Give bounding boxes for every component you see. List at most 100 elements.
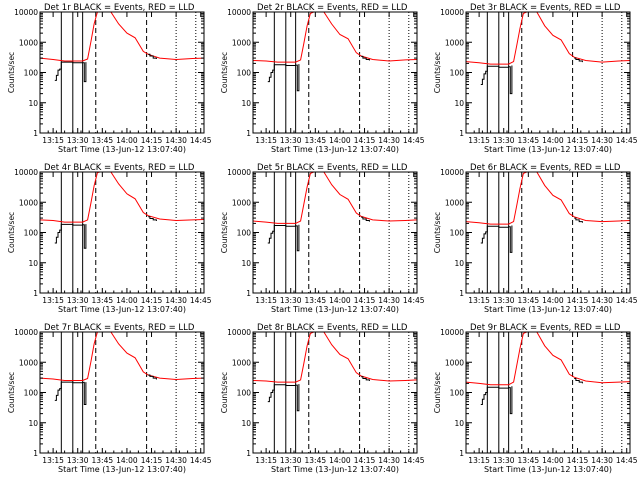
x-tick-label: 13:15	[255, 456, 277, 465]
x-tick-label: 13:45	[305, 136, 327, 145]
x-tick-label: 14:45	[403, 456, 425, 465]
x-tick-label: 13:45	[518, 456, 540, 465]
y-tick-label: 1	[33, 449, 38, 458]
x-tick-label: 14:45	[616, 296, 638, 305]
y-tick-label: 10	[454, 99, 464, 108]
x-tick-label: 14:30	[591, 456, 613, 465]
x-tick-label: 14:00	[116, 136, 138, 145]
x-tick-label: 13:30	[67, 456, 89, 465]
lld-series-line	[253, 12, 417, 63]
y-tick-label: 1000	[232, 358, 251, 367]
x-tick-label: 14:30	[378, 296, 400, 305]
plot-frame	[39, 11, 205, 134]
events-series-line	[54, 216, 157, 249]
y-axis-label: Counts/sec	[7, 212, 16, 253]
y-tick-label: 1	[459, 449, 464, 458]
lld-series-line	[40, 12, 204, 62]
y-tick-label: 10000	[14, 328, 38, 337]
y-tick-label: 1	[33, 129, 38, 138]
events-series-line	[267, 55, 370, 92]
x-tick-label: 13:15	[468, 136, 490, 145]
y-tick-label: 1000	[445, 38, 464, 47]
y-tick-label: 10	[454, 259, 464, 268]
plot-frame	[39, 331, 205, 454]
y-axis-label: Counts/sec	[220, 372, 229, 413]
x-tick-label: 14:15	[354, 296, 376, 305]
y-tick-label: 1000	[19, 38, 38, 47]
x-tick-label: 14:45	[190, 296, 212, 305]
x-tick-label: 13:30	[280, 296, 302, 305]
x-tick-label: 13:30	[67, 296, 89, 305]
x-axis-label: Start Time (13-Jun-12 13:07:40)	[271, 305, 399, 314]
x-tick-label: 14:15	[567, 296, 589, 305]
panel-title: Det 2r BLACK = Events, RED = LLD	[257, 3, 408, 13]
y-tick-label: 1	[459, 289, 464, 298]
x-tick-label: 14:30	[591, 296, 613, 305]
x-axis-label: Start Time (13-Jun-12 13:07:40)	[58, 465, 186, 474]
y-tick-label: 100	[450, 229, 465, 238]
panel-title: Det 3r BLACK = Events, RED = LLD	[470, 3, 621, 13]
y-tick-label: 1	[459, 129, 464, 138]
y-tick-label: 100	[450, 389, 465, 398]
y-tick-label: 10000	[14, 168, 38, 177]
x-tick-label: 14:45	[616, 136, 638, 145]
panel-6: 1 10 100 1000 10000 13:15 13:30 13:45 14:00 14:15…	[433, 163, 638, 305]
x-tick-label: 14:45	[190, 456, 212, 465]
panel-4: 1 10 100 1000 10000 13:15 13:30 13:45 14:00 14:15…	[7, 163, 212, 305]
y-axis-label: Counts/sec	[7, 52, 16, 93]
x-tick-label: 13:45	[92, 456, 114, 465]
x-tick-label: 13:15	[468, 296, 490, 305]
x-tick-label: 14:00	[116, 296, 138, 305]
x-tick-label: 13:45	[92, 296, 114, 305]
x-tick-label: 13:30	[280, 136, 302, 145]
x-tick-label: 14:15	[354, 136, 376, 145]
x-axis-label: Start Time (13-Jun-12 13:07:40)	[484, 145, 612, 154]
x-tick-label: 14:45	[616, 456, 638, 465]
y-tick-label: 10	[28, 99, 38, 108]
events-series-line	[54, 53, 157, 83]
x-tick-label: 14:15	[354, 456, 376, 465]
y-tick-label: 10	[241, 99, 251, 108]
x-tick-label: 13:45	[92, 136, 114, 145]
panel-1: 1 10 100 1000 10000 13:15 13:30 13:45 14:00 14:15…	[7, 3, 212, 145]
x-tick-label: 13:15	[42, 136, 64, 145]
y-tick-label: 100	[24, 229, 39, 238]
x-tick-label: 13:30	[493, 296, 515, 305]
x-axis-label: Start Time (13-Jun-12 13:07:40)	[484, 465, 612, 474]
y-tick-label: 10000	[440, 168, 464, 177]
x-tick-label: 13:45	[518, 296, 540, 305]
panel-title: Det 1r BLACK = Events, RED = LLD	[44, 3, 195, 13]
y-tick-label: 1000	[232, 198, 251, 207]
x-tick-label: 13:15	[42, 296, 64, 305]
y-tick-label: 1000	[19, 358, 38, 367]
x-tick-label: 14:45	[403, 136, 425, 145]
plot-frame	[252, 331, 418, 454]
y-tick-label: 100	[24, 389, 39, 398]
lld-series-line	[40, 332, 204, 381]
plot-frame	[252, 11, 418, 134]
x-tick-label: 14:30	[378, 456, 400, 465]
x-tick-label: 13:45	[305, 456, 327, 465]
x-tick-label: 14:15	[567, 456, 589, 465]
x-tick-label: 14:00	[542, 136, 564, 145]
x-tick-label: 13:30	[280, 456, 302, 465]
events-series-line	[480, 378, 583, 415]
y-tick-label: 100	[24, 69, 39, 78]
x-tick-label: 14:45	[190, 136, 212, 145]
lld-series-line	[40, 172, 204, 223]
x-tick-label: 13:30	[493, 456, 515, 465]
plot-frame	[252, 171, 418, 294]
x-axis-label: Start Time (13-Jun-12 13:07:40)	[58, 305, 186, 314]
y-tick-label: 10	[241, 419, 251, 428]
lld-series-line	[466, 332, 630, 386]
y-tick-label: 10	[28, 259, 38, 268]
y-tick-label: 1	[246, 449, 251, 458]
panel-title: Det 5r BLACK = Events, RED = LLD	[257, 163, 408, 173]
y-axis-label: Counts/sec	[433, 212, 442, 253]
panel-title: Det 4r BLACK = Events, RED = LLD	[44, 163, 195, 173]
x-tick-label: 14:00	[116, 456, 138, 465]
lld-series-line	[253, 332, 417, 383]
x-axis-label: Start Time (13-Jun-12 13:07:40)	[58, 145, 186, 154]
x-tick-label: 13:45	[518, 136, 540, 145]
